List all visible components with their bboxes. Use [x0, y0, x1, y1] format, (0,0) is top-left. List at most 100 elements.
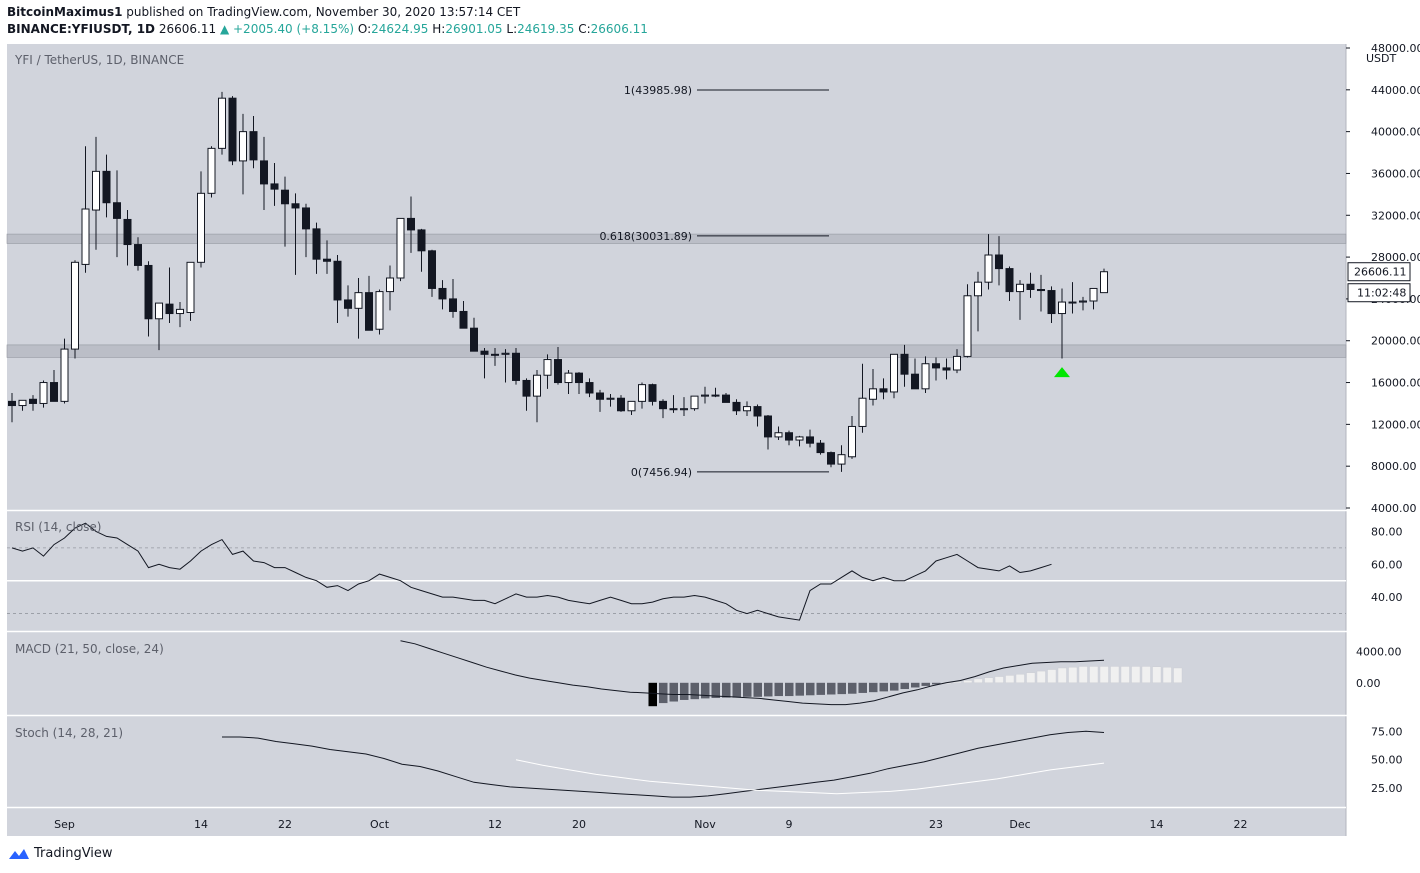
- publisher-name[interactable]: BitcoinMaximus1: [7, 5, 123, 19]
- candle: [1089, 287, 1098, 302]
- time-tick-label: 23: [929, 818, 943, 831]
- candle: [890, 353, 898, 393]
- macd-histogram-bar: [659, 682, 668, 704]
- last-price-label: 26606.11: [1354, 266, 1407, 279]
- price-tick-label: 8000.00: [1371, 460, 1417, 473]
- macd-histogram-bar: [1141, 666, 1151, 683]
- candle: [207, 147, 216, 194]
- candle: [102, 170, 111, 204]
- candle: [239, 131, 247, 162]
- price-tick-label: 16000.00: [1371, 377, 1420, 390]
- low-label: L:: [506, 22, 518, 36]
- time-tick-label: Nov: [694, 818, 716, 831]
- candle: [291, 203, 300, 209]
- last-price: 26606.11: [158, 22, 217, 36]
- candle: [249, 131, 258, 161]
- candle: [963, 295, 972, 357]
- macd-histogram-bar: [827, 682, 836, 695]
- candle: [144, 264, 153, 320]
- candle: [764, 415, 772, 438]
- macd-histogram-bar: [890, 682, 899, 691]
- macd-histogram-bar: [753, 682, 762, 697]
- price-tick-label: 40000.00: [1371, 126, 1420, 139]
- time-axis[interactable]: [7, 808, 1346, 836]
- time-tick-label: 14: [1150, 818, 1164, 831]
- candle: [8, 400, 16, 407]
- macd-histogram-bar: [1099, 666, 1109, 683]
- macd-histogram-bar: [701, 682, 710, 699]
- candle: [995, 254, 1003, 270]
- high-value: 26901.05: [445, 22, 503, 36]
- candle: [743, 406, 751, 412]
- candle: [806, 436, 814, 444]
- candle: [1016, 283, 1024, 293]
- candle: [732, 401, 741, 412]
- candle: [428, 250, 436, 289]
- candle: [659, 400, 667, 410]
- time-tick-label: Dec: [1009, 818, 1030, 831]
- rsi-pane-title: RSI (14, close): [15, 520, 101, 534]
- candle: [974, 281, 982, 297]
- macd-histogram-bar: [1047, 669, 1057, 683]
- time-tick-label: 9: [786, 818, 793, 831]
- price-series: 1(43985.98) 0.618(30031.89) 0(7456.94): [6, 84, 1347, 479]
- candle: [512, 352, 520, 381]
- candle: [984, 254, 993, 283]
- candle: [501, 352, 510, 355]
- macd-histogram-bar: [848, 682, 857, 694]
- macd-histogram-bar: [963, 680, 973, 684]
- candle: [543, 359, 552, 376]
- macd-histogram-bar: [669, 682, 678, 702]
- time-tick-label: 22: [278, 818, 292, 831]
- candle: [1037, 289, 1045, 292]
- candle: [606, 397, 615, 400]
- candle: [680, 408, 688, 411]
- macd-histogram-bar: [680, 682, 689, 700]
- stoch-k-line: [222, 730, 1105, 798]
- macd-histogram-bar: [858, 682, 867, 693]
- macd-histogram-bar: [994, 676, 1004, 683]
- low-value: 24619.35: [517, 22, 575, 36]
- candle: [669, 408, 678, 411]
- candle: [638, 384, 646, 402]
- time-tick-label: 20: [572, 818, 586, 831]
- time-tick-label: 12: [488, 818, 502, 831]
- candle: [1047, 290, 1056, 315]
- price-tick-label: 12000.00: [1371, 418, 1420, 431]
- macd-histogram-bar: [785, 682, 794, 697]
- candle: [29, 398, 37, 404]
- candle: [932, 363, 940, 369]
- rsi-tick-label: 80.00: [1371, 525, 1403, 538]
- candle: [869, 388, 877, 400]
- stoch-d-line: [515, 759, 1105, 795]
- price-tick-label: 48000.00: [1371, 42, 1420, 55]
- candle: [155, 302, 163, 320]
- macd-tick-label: 0.00: [1356, 677, 1381, 690]
- rsi-series: [7, 522, 1346, 621]
- candle: [911, 373, 919, 390]
- macd-histogram-bar: [690, 682, 699, 700]
- macd-histogram-bar: [1120, 666, 1130, 683]
- candle: [1079, 300, 1087, 303]
- price-pane[interactable]: [7, 44, 1346, 510]
- macd-pane-title: MACD (21, 50, close, 24): [15, 642, 164, 656]
- last-price-box: [1347, 262, 1411, 282]
- candle: [774, 432, 783, 438]
- tradingview-logo[interactable]: TradingView: [8, 846, 113, 861]
- high-label: H:: [432, 22, 446, 36]
- price-tick-label: 32000.00: [1371, 209, 1420, 222]
- candle: [585, 382, 594, 394]
- candle: [60, 348, 69, 402]
- price-axis[interactable]: [1346, 44, 1412, 836]
- rsi-pane[interactable]: [7, 511, 1346, 631]
- macd-histogram-bar: [743, 682, 752, 697]
- candle: [1026, 283, 1035, 291]
- open-value: 24624.95: [371, 22, 429, 36]
- candle: [921, 363, 930, 390]
- stoch-pane[interactable]: [7, 716, 1346, 807]
- macd-histogram-bar: [722, 682, 731, 698]
- fib-label-0: 1(43985.98): [624, 84, 692, 97]
- macd-histogram-bar: [816, 682, 825, 695]
- macd-histogram-bar: [1089, 666, 1099, 683]
